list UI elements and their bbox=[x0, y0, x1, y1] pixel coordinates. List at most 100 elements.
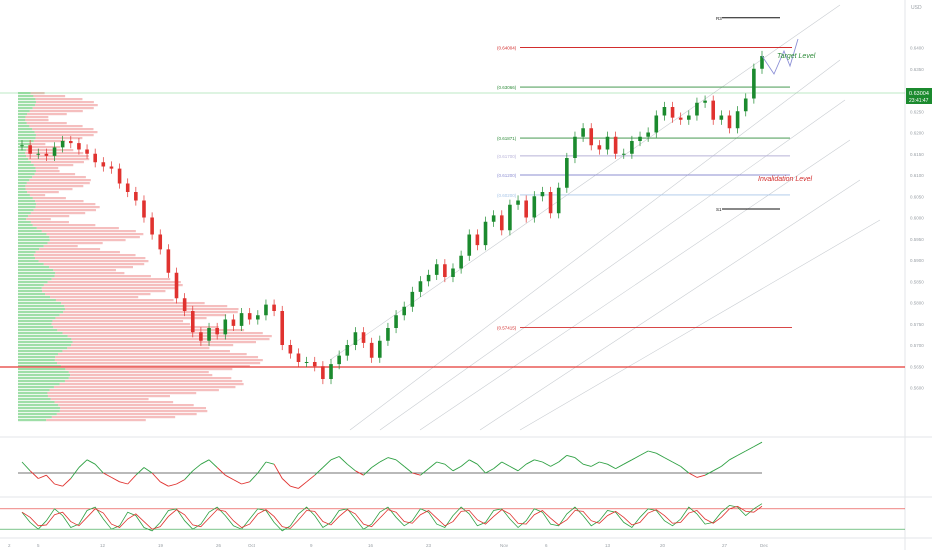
profile-bar-sell bbox=[53, 386, 236, 389]
candle-body bbox=[44, 153, 49, 156]
osc1-segment bbox=[78, 459, 88, 468]
profile-bar-buy bbox=[18, 320, 53, 323]
osc1-segment bbox=[168, 483, 177, 487]
profile-bar-buy bbox=[18, 323, 52, 326]
osc1-segment bbox=[225, 474, 234, 480]
profile-bar-sell bbox=[67, 347, 210, 350]
profile-bar-sell bbox=[35, 167, 59, 170]
price-tick-label: 0.6050 bbox=[910, 194, 924, 199]
time-axis[interactable]: 2 5 12 19 26 Oct 9 16 23 Nov 6 13 20 27 Dec bbox=[8, 543, 769, 548]
osc1-segment bbox=[688, 472, 698, 478]
profile-bar-buy bbox=[18, 230, 42, 233]
profile-bar-sell bbox=[35, 206, 100, 209]
candle-body bbox=[20, 145, 24, 147]
profile-bar-buy bbox=[18, 122, 27, 125]
osc1-segment bbox=[29, 470, 39, 479]
profile-bar-buy bbox=[18, 215, 29, 218]
profile-bar-buy bbox=[18, 167, 36, 170]
profile-bar-buy bbox=[18, 113, 28, 116]
profile-bar-buy bbox=[18, 242, 48, 245]
candle-body bbox=[101, 162, 106, 167]
channel-line bbox=[349, 59, 841, 431]
candle-body bbox=[459, 255, 463, 269]
profile-bar-buy bbox=[18, 206, 36, 209]
channel-line bbox=[329, 4, 841, 361]
profile-bar-sell bbox=[35, 137, 83, 140]
candle-body bbox=[247, 313, 252, 320]
candle-body bbox=[499, 215, 504, 231]
candle-body bbox=[158, 234, 163, 250]
osc1-segment bbox=[70, 467, 80, 479]
profile-bar-buy bbox=[18, 413, 57, 416]
osc1-segment bbox=[306, 474, 316, 483]
candle-body bbox=[735, 111, 740, 129]
profile-bar-sell bbox=[35, 98, 83, 101]
profile-bar-buy bbox=[18, 350, 63, 353]
profile-bar-sell bbox=[51, 278, 171, 281]
level-label: S1 bbox=[716, 207, 722, 212]
candle-body bbox=[630, 141, 634, 154]
profile-bar-buy bbox=[18, 107, 33, 110]
candle-body bbox=[418, 281, 423, 292]
profile-bar-sell bbox=[47, 281, 181, 284]
candles[interactable] bbox=[20, 38, 799, 385]
profile-bar-sell bbox=[28, 146, 61, 149]
candle-body bbox=[475, 234, 480, 246]
profile-bar-sell bbox=[27, 191, 59, 194]
osc1-segment bbox=[648, 450, 657, 454]
candle-body bbox=[296, 353, 301, 362]
profile-bar-buy bbox=[18, 302, 62, 305]
profile-bar-buy bbox=[18, 332, 63, 335]
profile-bar-sell bbox=[33, 140, 66, 143]
profile-bar-buy bbox=[18, 164, 34, 167]
candle-body bbox=[703, 100, 707, 103]
candle-body bbox=[426, 274, 431, 282]
candle-body bbox=[695, 102, 699, 116]
osc1-segment bbox=[46, 474, 55, 485]
candle-body bbox=[605, 136, 610, 150]
osc1-segment bbox=[664, 457, 673, 463]
profile-bar-buy bbox=[18, 380, 65, 383]
osc1-segment bbox=[54, 483, 63, 487]
osc1-segment bbox=[566, 454, 576, 459]
osc1-segment bbox=[21, 461, 31, 472]
profile-bar-buy bbox=[18, 233, 47, 236]
candle-body bbox=[174, 272, 179, 299]
osc1-segment bbox=[176, 479, 185, 485]
osc1-segment bbox=[346, 463, 356, 472]
profile-bar-buy bbox=[18, 146, 29, 149]
osc1-segment bbox=[86, 459, 96, 465]
profile-bar-buy bbox=[18, 371, 69, 374]
profile-bar-sell bbox=[49, 239, 126, 242]
price-tick-label: 0.5600 bbox=[910, 386, 924, 391]
profile-bar-buy bbox=[18, 293, 46, 296]
price-axis[interactable]: USD 0.64000.63500.63000.62500.62000.6150… bbox=[910, 5, 924, 391]
profile-bar-buy bbox=[18, 392, 48, 395]
osc1-segment bbox=[712, 466, 722, 472]
profile-bar-sell bbox=[49, 236, 140, 239]
candle-body bbox=[752, 68, 756, 99]
time-tick-label: 27 bbox=[722, 543, 728, 548]
candle-body bbox=[288, 345, 293, 354]
osc1-segment bbox=[509, 466, 519, 472]
profile-bar-sell bbox=[26, 218, 51, 221]
profile-bar-sell bbox=[29, 194, 46, 197]
profile-bar-sell bbox=[47, 395, 170, 398]
profile-bar-buy bbox=[18, 131, 35, 134]
price-tick-label: 0.5650 bbox=[910, 364, 924, 369]
profile-bar-buy bbox=[18, 248, 40, 251]
osc1-segment bbox=[379, 457, 389, 463]
osc1-segment bbox=[745, 446, 755, 452]
level-label: R3 bbox=[716, 16, 722, 21]
time-tick-label: 6 bbox=[545, 543, 548, 548]
candle-body bbox=[613, 136, 618, 154]
osc1-segment bbox=[639, 450, 649, 456]
osc1-segment bbox=[94, 463, 104, 474]
profile-bar-buy bbox=[18, 182, 27, 185]
channel-line bbox=[419, 139, 851, 431]
profile-bar-sell bbox=[47, 242, 103, 245]
price-tick-label: 0.6350 bbox=[910, 67, 924, 72]
osc1-segment bbox=[143, 467, 153, 474]
